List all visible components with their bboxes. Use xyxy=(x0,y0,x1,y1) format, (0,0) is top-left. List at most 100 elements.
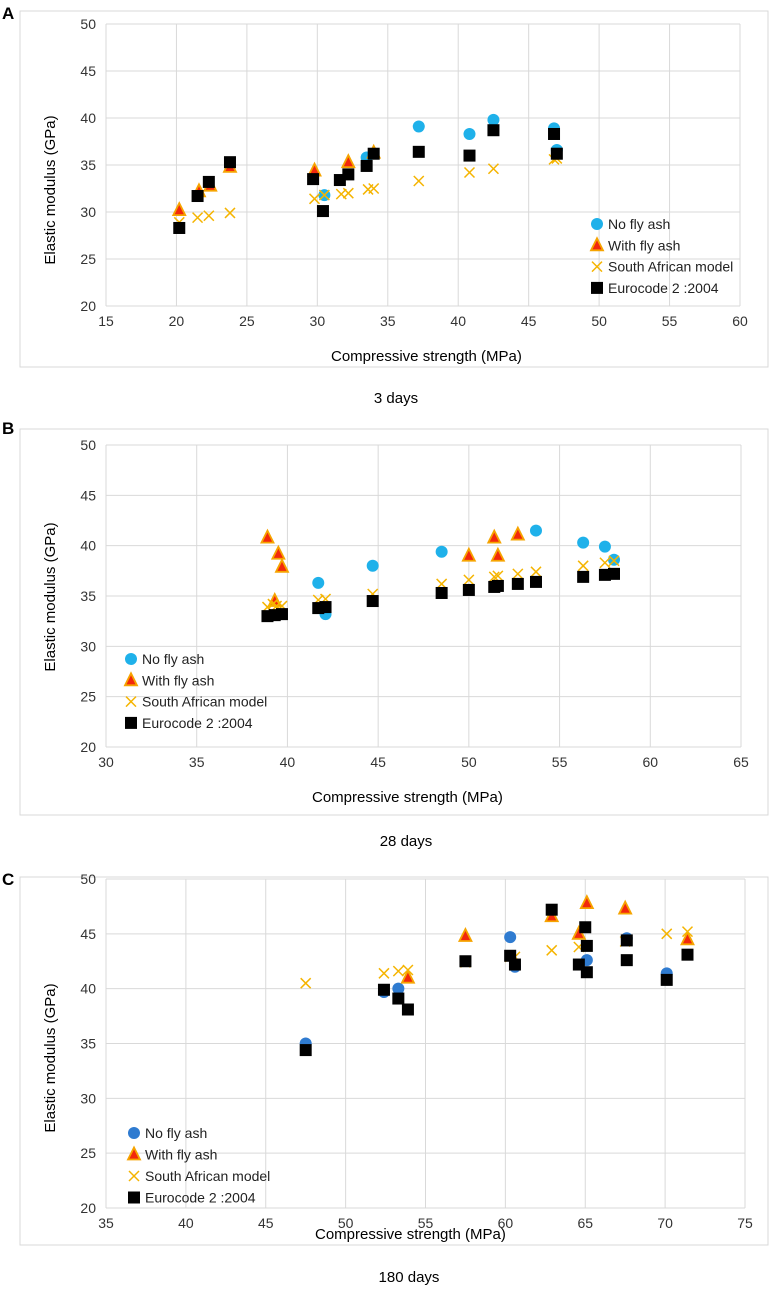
data-point-square xyxy=(548,127,561,140)
data-point-x xyxy=(402,964,414,976)
legend-marker-square xyxy=(128,1191,140,1204)
x-tick-label: 45 xyxy=(521,313,537,329)
data-point-square xyxy=(223,156,236,169)
series-square xyxy=(299,903,694,1057)
series-circle xyxy=(299,931,673,1050)
data-point-x xyxy=(681,926,694,938)
data-point-square xyxy=(487,124,500,137)
legend-label: Eurocode 2 :2004 xyxy=(608,280,719,296)
series-x xyxy=(173,152,563,228)
data-point-triangle xyxy=(680,930,695,946)
data-point-x xyxy=(530,566,542,578)
data-point-square xyxy=(342,168,355,181)
legend-marker-x xyxy=(128,1170,140,1182)
x-tick-label: 35 xyxy=(380,313,396,329)
legend-label: With fly ash xyxy=(142,672,214,688)
data-point-square xyxy=(202,175,215,188)
data-point-x xyxy=(661,928,673,940)
x-tick-label: 55 xyxy=(418,1215,434,1231)
data-point-square xyxy=(366,595,379,608)
y-axis-label-b: Elastic modulus (GPa) xyxy=(42,522,59,671)
panel-c-frame xyxy=(19,876,769,1246)
data-point-circle xyxy=(487,113,500,126)
data-point-x xyxy=(599,557,611,569)
x-tick-label: 35 xyxy=(98,1215,114,1231)
panel-a-frame xyxy=(19,10,769,368)
data-point-square xyxy=(307,173,320,186)
legend-marker-square xyxy=(125,716,137,729)
data-point-x xyxy=(463,166,476,179)
legend-marker-square xyxy=(591,281,603,294)
data-point-triangle xyxy=(490,546,506,562)
x-tick-label: 30 xyxy=(98,754,114,770)
data-point-square xyxy=(463,149,476,162)
y-tick-label: 25 xyxy=(80,689,96,705)
x-tick-label: 60 xyxy=(642,754,658,770)
x-axis-label-b: Compressive strength (MPa) xyxy=(312,789,503,806)
x-tick-label: 35 xyxy=(189,754,205,770)
data-point-circle xyxy=(577,536,590,549)
y-tick-label: 20 xyxy=(80,1200,96,1216)
data-point-triangle xyxy=(171,201,187,217)
data-point-triangle xyxy=(617,899,633,915)
data-point-circle xyxy=(392,982,405,995)
data-point-x xyxy=(203,210,215,222)
x-tick-label: 30 xyxy=(310,313,326,329)
x-tick-label: 25 xyxy=(239,313,255,329)
data-point-x xyxy=(577,560,589,572)
y-tick-label: 35 xyxy=(80,1036,96,1052)
legend-label: No fly ash xyxy=(608,216,670,232)
data-point-square xyxy=(377,983,390,996)
data-point-square xyxy=(173,221,186,234)
data-point-x xyxy=(463,574,475,586)
data-point-triangle xyxy=(274,557,290,573)
y-tick-label: 20 xyxy=(80,739,96,755)
panel-c-plot: 35 40 45 50 55 60 65 70 75 20 25 30 35 40 45 50 No fly a… xyxy=(80,871,753,1231)
data-point-x xyxy=(192,212,204,224)
panel-letter-c: C xyxy=(2,870,14,889)
data-point-x xyxy=(308,193,321,205)
legend-marker-triangle xyxy=(123,671,139,687)
x-axis-label-c: Compressive strength (MPa) xyxy=(315,1226,506,1243)
x-tick-label: 65 xyxy=(577,1215,593,1231)
caption-a: 3 days xyxy=(374,390,418,407)
data-point-square xyxy=(299,1044,312,1057)
x-tick-label: 60 xyxy=(732,313,748,329)
x-tick-label: 55 xyxy=(662,313,678,329)
data-point-triangle xyxy=(270,544,286,560)
legend: No fly ash With fly ash South African mode… xyxy=(589,216,733,296)
panel-letter-a: A xyxy=(2,4,14,23)
data-point-square xyxy=(550,147,563,160)
y-tick-label: 45 xyxy=(80,63,96,79)
x-tick-label: 20 xyxy=(169,313,185,329)
x-tick-label: 45 xyxy=(370,754,386,770)
data-point-square xyxy=(580,966,593,979)
y-tick-label: 45 xyxy=(80,926,96,942)
y-tick-label: 25 xyxy=(80,1145,96,1161)
x-tick-label: 65 xyxy=(733,754,749,770)
series-circle xyxy=(312,524,620,621)
legend-label: With fly ash xyxy=(608,237,680,253)
panel-c: C 35 40 45 50 55 60 65 70 75 20 25 30 35 40 45 50 No fly… xyxy=(2,870,769,1286)
legend: No fly ash With fly ash South African mode… xyxy=(126,1125,270,1206)
data-point-triangle xyxy=(457,927,473,942)
data-point-square xyxy=(529,575,542,588)
x-tick-label: 40 xyxy=(280,754,296,770)
legend-label: No fly ash xyxy=(145,1125,207,1141)
legend-marker-circle xyxy=(128,1127,140,1139)
legend-label: South African model xyxy=(145,1168,270,1184)
data-point-square xyxy=(608,567,620,580)
x-tick-label: 40 xyxy=(178,1215,194,1231)
x-tick-label: 55 xyxy=(552,754,568,770)
legend-marker-circle xyxy=(591,218,603,230)
data-point-square xyxy=(316,205,329,218)
data-point-x xyxy=(368,182,380,195)
x-axis-label-a: Compressive strength (MPa) xyxy=(331,348,522,365)
y-tick-label: 40 xyxy=(80,981,96,997)
data-point-triangle xyxy=(400,968,416,984)
data-point-square xyxy=(577,570,590,583)
data-point-square xyxy=(459,955,472,968)
series-triangle xyxy=(260,525,526,607)
